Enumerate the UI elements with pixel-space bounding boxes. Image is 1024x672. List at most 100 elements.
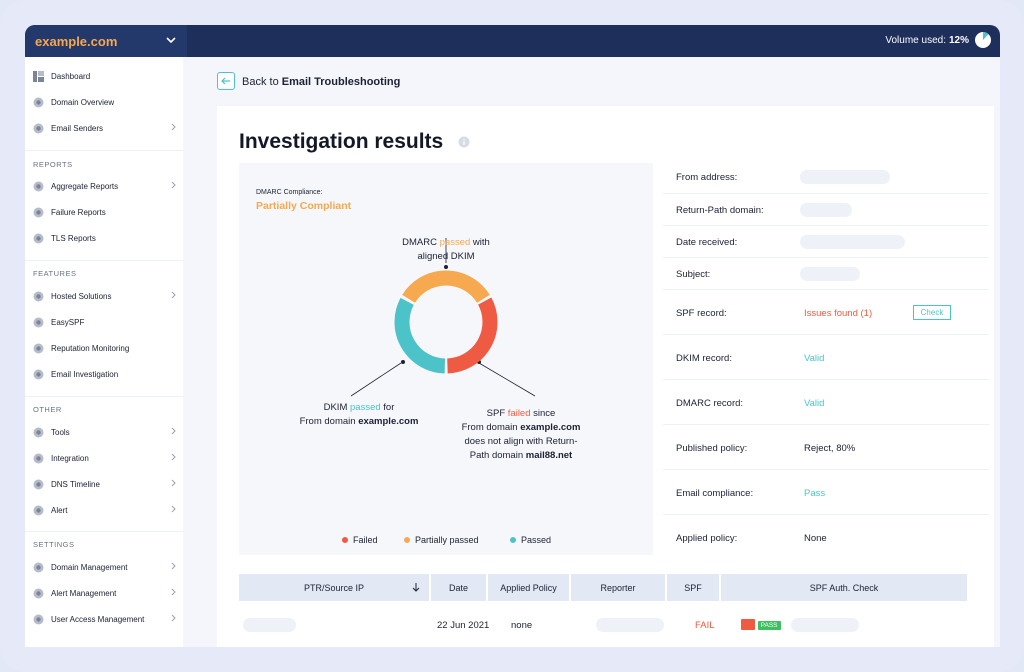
compliance-chart-panel: DMARC Compliance: Partially Compliant DM… [239,163,653,555]
easyspf-icon [33,317,44,328]
sidebar-item-label: EasySPF [51,317,85,327]
chevron-right-icon [171,505,176,513]
sidebar-item-label: TLS Reports [51,233,96,243]
volume-usage: Volume used: 12% [885,31,992,49]
detail-return-path: Return-Path domain: [663,194,989,226]
chevron-right-icon [171,614,176,622]
aggregate-icon [33,181,44,192]
sidebar-item-reputation-monitoring[interactable]: Reputation Monitoring [33,337,181,359]
col-date[interactable]: Date [448,582,468,593]
sidebar-item-label: Integration [51,453,89,463]
from-address-placeholder [800,170,890,184]
sidebar-item-domain-management[interactable]: Domain Management [33,556,181,578]
top-bar: example.com Volume used: 12% [25,25,1000,57]
col-ptr-source-ip[interactable]: PTR/Source IP [303,582,365,593]
row-auth-badges: PASS [741,619,781,631]
back-prefix: Back to [242,76,279,88]
sidebar-item-hosted-solutions[interactable]: Hosted Solutions [33,285,181,307]
sidebar-item-dns-timeline[interactable]: DNS Timeline [33,473,181,495]
chevron-right-icon [171,291,176,299]
timeline-icon [33,479,44,490]
sidebar-item-domain-overview[interactable]: Domain Overview [33,91,181,113]
legend-failed: Failed [342,535,378,545]
spf-issues[interactable]: Issues found (1) [804,308,873,319]
sidebar-item-label: User Access Management [51,614,145,624]
sidebar-item-label: DNS Timeline [51,479,100,489]
sidebar-item-email-investigation[interactable]: Email Investigation [33,363,181,385]
sidebar-item-aggregate-reports[interactable]: Aggregate Reports [33,175,181,197]
detail-dkim-record: DKIM record: Valid [663,335,989,380]
domain-name: example.com [35,33,118,49]
domain-gear-icon [33,562,44,573]
detail-published-policy: Published policy: Reject, 80% [663,425,989,470]
sidebar-item-failure-reports[interactable]: Failure Reports [33,201,181,223]
pass-badge: PASS [757,621,781,631]
sort-down-icon[interactable] [411,582,421,593]
detail-applied-policy: Applied policy: None [676,533,827,544]
spf-callout-line [478,362,536,397]
detail-spf-record: SPF record: Issues found (1) Check [663,290,989,335]
compliance-donut [350,238,536,397]
sidebar-section-heading: OTHER [33,405,62,414]
sidebar-item-label: Alert [51,505,68,515]
senders-icon [33,123,44,134]
sidebar-item-tools[interactable]: Tools [33,421,181,443]
table-row[interactable]: 22 Jun 2021 none FAIL PASS [239,614,967,638]
row-policy: none [511,620,533,631]
sidebar-item-dashboard[interactable]: Dashboard [33,65,181,87]
sidebar-item-tls-reports[interactable]: TLS Reports [33,227,181,249]
dkim-callout-dot [401,360,405,364]
donut-segment-passed [394,297,446,374]
legend-failed-swatch [342,537,348,543]
dashboard-icon [33,70,44,82]
dkim-callout-line [350,362,402,397]
sidebar-item-alert-management[interactable]: Alert Management [33,582,181,604]
chevron-right-icon [171,588,176,596]
legend-partial-swatch [404,537,410,543]
tls-icon [33,233,44,244]
chevron-right-icon [171,181,176,189]
results-table-header: PTR/Source IP Date Applied Policy Report… [239,574,967,601]
info-icon[interactable] [458,136,470,148]
back-button[interactable] [217,72,235,90]
detail-from-address: From address: [663,163,989,194]
reporter-placeholder [596,618,664,632]
detail-subject: Subject: [663,258,989,290]
sidebar-item-alert[interactable]: Alert [33,499,181,521]
bell-icon [33,505,44,516]
col-spf-auth-check[interactable]: SPF Auth. Check [809,582,879,593]
dmarc-note: DMARC passed with aligned DKIM [402,237,490,262]
sidebar-item-label: Domain Overview [51,97,115,107]
volume-label: Volume used: [885,34,946,46]
spf-note: SPF failed since From domain example.com… [461,408,581,461]
col-spf[interactable]: SPF [684,582,702,593]
sidebar-section-heading: SETTINGS [33,540,75,549]
sidebar-item-email-senders[interactable]: Email Senders [33,117,181,139]
investigation-icon [33,369,44,380]
sidebar-divider [25,150,183,151]
sidebar-item-user-access-management[interactable]: User Access Management [33,608,181,630]
check-button[interactable]: Check [913,305,951,320]
published-value: Reject, 80% [804,443,856,454]
chevron-right-icon [171,123,176,131]
email-compliance-value: Pass [804,488,826,499]
back-link[interactable]: Back to Email Troubleshooting [242,76,400,88]
domain-selector[interactable]: example.com [25,25,187,57]
col-reporter[interactable]: Reporter [600,582,636,593]
volume-pie-icon [975,32,991,48]
sidebar-item-easyspf[interactable]: EasySPF [33,311,181,333]
return-path-placeholder [800,203,852,217]
sidebar-section-heading: FEATURES [33,269,77,278]
chevron-right-icon [171,562,176,570]
sidebar-item-label: Tools [51,427,70,437]
sidebar-item-label: Email Investigation [51,369,119,379]
col-applied-policy[interactable]: Applied Policy [500,582,557,593]
tools-icon [33,427,44,438]
legend-partial: Partially passed [404,535,479,545]
legend-passed: Passed [510,535,551,545]
sidebar-item-integration[interactable]: Integration [33,447,181,469]
sidebar: REPORTS FEATURES OTHER SETTINGS Dashboard Dom… [25,57,183,647]
compliance-value: Partially Compliant [256,200,352,212]
sidebar-item-label: Alert Management [51,588,117,598]
